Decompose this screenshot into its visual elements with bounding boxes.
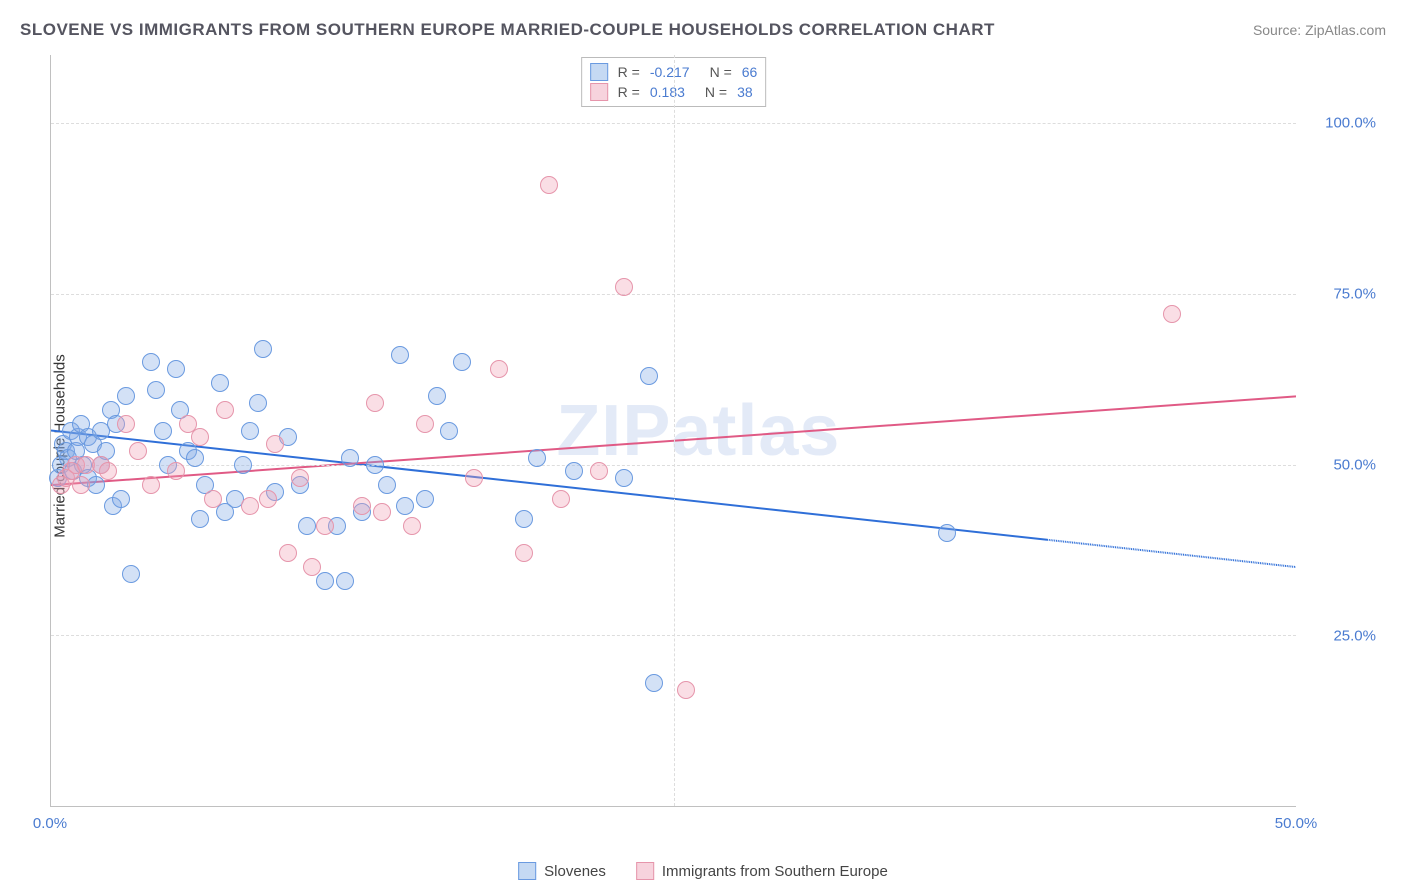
scatter-point [191, 428, 209, 446]
scatter-point [373, 503, 391, 521]
scatter-point [1163, 305, 1181, 323]
legend-label: Slovenes [544, 863, 606, 880]
scatter-point [259, 490, 277, 508]
scatter-point [117, 415, 135, 433]
scatter-point [122, 565, 140, 583]
plot-area: ZIPatlas R = -0.217 N = 66 R = 0.183 N = 38 [50, 55, 1296, 807]
n-value: 38 [737, 84, 753, 100]
scatter-point [254, 340, 272, 358]
legend-swatch [590, 83, 608, 101]
legend-swatch [590, 63, 608, 81]
chart-header: SLOVENE VS IMMIGRANTS FROM SOUTHERN EURO… [20, 20, 1386, 40]
scatter-point [241, 497, 259, 515]
r-value: 0.183 [650, 84, 685, 100]
y-tick-label: 50.0% [1333, 457, 1376, 474]
x-tick-label: 50.0% [1275, 815, 1318, 832]
x-tick-label: 0.0% [33, 815, 67, 832]
legend-item: Immigrants from Southern Europe [636, 862, 888, 880]
scatter-point [99, 462, 117, 480]
n-label: N = [710, 64, 732, 80]
scatter-point [211, 374, 229, 392]
scatter-point [234, 456, 252, 474]
scatter-point [298, 517, 316, 535]
scatter-point [528, 449, 546, 467]
trend-line-dashed [1047, 540, 1296, 567]
watermark-text: ZIPatlas [556, 390, 840, 472]
scatter-point [191, 510, 209, 528]
n-value: 66 [742, 64, 758, 80]
scatter-point [645, 674, 663, 692]
scatter-point [677, 681, 695, 699]
scatter-point [186, 449, 204, 467]
scatter-point [72, 476, 90, 494]
scatter-point [640, 367, 658, 385]
legend-swatch [518, 862, 536, 880]
chart-container: Married-couple Households ZIPatlas R =-0… [50, 55, 1386, 837]
scatter-point [453, 353, 471, 371]
scatter-point [112, 490, 130, 508]
scatter-point [336, 572, 354, 590]
scatter-point [366, 394, 384, 412]
legend-label: Immigrants from Southern Europe [662, 863, 888, 880]
scatter-point [465, 469, 483, 487]
scatter-point [117, 387, 135, 405]
scatter-point [391, 346, 409, 364]
scatter-point [366, 456, 384, 474]
y-tick-label: 75.0% [1333, 286, 1376, 303]
scatter-point [515, 544, 533, 562]
scatter-point [291, 469, 309, 487]
scatter-point [515, 510, 533, 528]
r-value: -0.217 [650, 64, 690, 80]
scatter-point [615, 278, 633, 296]
scatter-point [590, 462, 608, 480]
scatter-point [416, 415, 434, 433]
r-label: R = [618, 64, 640, 80]
legend-item: Slovenes [518, 862, 606, 880]
source-attribution: Source: ZipAtlas.com [1253, 22, 1386, 38]
scatter-point [279, 544, 297, 562]
scatter-point [316, 572, 334, 590]
gridline-vertical [674, 55, 675, 806]
scatter-point [565, 462, 583, 480]
scatter-point [341, 449, 359, 467]
scatter-point [249, 394, 267, 412]
legend-swatch [636, 862, 654, 880]
scatter-point [540, 176, 558, 194]
y-tick-label: 25.0% [1333, 628, 1376, 645]
bottom-legend: Slovenes Immigrants from Southern Europe [518, 862, 888, 880]
scatter-point [147, 381, 165, 399]
scatter-point [142, 476, 160, 494]
scatter-point [428, 387, 446, 405]
n-label: N = [705, 84, 727, 100]
scatter-point [266, 435, 284, 453]
scatter-point [416, 490, 434, 508]
scatter-point [241, 422, 259, 440]
scatter-point [167, 360, 185, 378]
scatter-point [353, 497, 371, 515]
r-label: R = [618, 84, 640, 100]
scatter-point [129, 442, 147, 460]
scatter-point [938, 524, 956, 542]
scatter-point [440, 422, 458, 440]
scatter-point [403, 517, 421, 535]
scatter-point [490, 360, 508, 378]
scatter-point [303, 558, 321, 576]
scatter-point [142, 353, 160, 371]
chart-title: SLOVENE VS IMMIGRANTS FROM SOUTHERN EURO… [20, 20, 995, 40]
y-tick-label: 100.0% [1325, 115, 1376, 132]
scatter-point [378, 476, 396, 494]
scatter-point [154, 422, 172, 440]
scatter-point [316, 517, 334, 535]
scatter-point [615, 469, 633, 487]
scatter-point [216, 401, 234, 419]
scatter-point [204, 490, 222, 508]
scatter-point [552, 490, 570, 508]
scatter-point [167, 462, 185, 480]
scatter-point [396, 497, 414, 515]
